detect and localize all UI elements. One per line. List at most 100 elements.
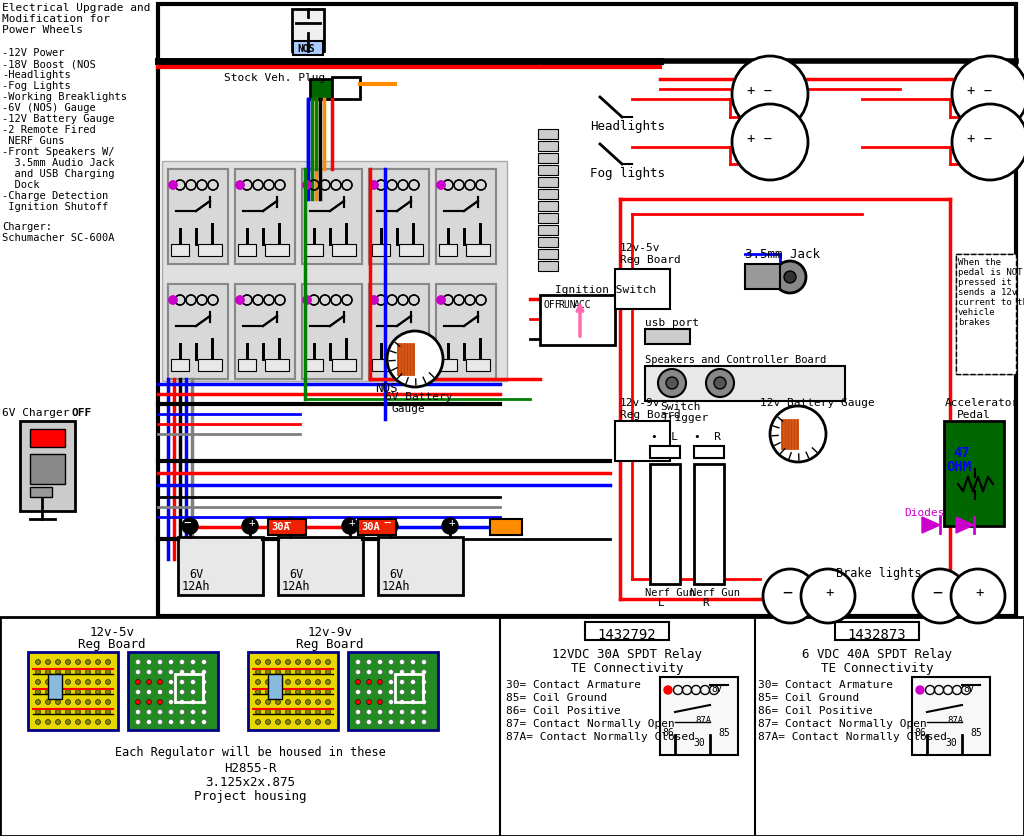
Bar <box>30 430 65 447</box>
Circle shape <box>76 700 81 705</box>
Circle shape <box>305 660 310 665</box>
Bar <box>302 285 362 380</box>
Circle shape <box>76 660 81 665</box>
Text: -2 Remote Fired: -2 Remote Fired <box>2 125 96 135</box>
Text: Each Regulator will be housed in these: Each Regulator will be housed in these <box>115 745 385 758</box>
Polygon shape <box>956 517 974 533</box>
Bar <box>265 359 289 371</box>
Bar <box>198 245 222 257</box>
Circle shape <box>275 680 281 685</box>
Circle shape <box>411 690 416 695</box>
Text: usb port: usb port <box>645 318 699 328</box>
Circle shape <box>286 670 291 675</box>
Bar <box>369 170 429 265</box>
Bar <box>234 285 295 380</box>
Circle shape <box>66 680 71 685</box>
Circle shape <box>135 670 140 675</box>
Circle shape <box>95 670 100 675</box>
Circle shape <box>169 181 177 190</box>
Bar <box>171 359 189 371</box>
Bar <box>372 245 390 257</box>
Circle shape <box>422 690 427 695</box>
Circle shape <box>378 690 383 695</box>
Bar <box>268 519 306 535</box>
Circle shape <box>714 378 726 390</box>
Bar <box>369 285 429 380</box>
Text: 3.5mm Jack: 3.5mm Jack <box>745 247 820 261</box>
Circle shape <box>437 181 445 190</box>
Circle shape <box>399 670 404 675</box>
Bar <box>956 255 1016 375</box>
Circle shape <box>256 700 260 705</box>
Circle shape <box>236 181 244 190</box>
Circle shape <box>36 710 41 715</box>
Circle shape <box>437 181 445 190</box>
Text: 47: 47 <box>953 446 970 460</box>
Text: brakes: brakes <box>958 318 990 327</box>
Circle shape <box>355 680 360 685</box>
Circle shape <box>305 700 310 705</box>
Bar <box>332 359 356 371</box>
Bar <box>198 359 222 371</box>
Text: +: + <box>348 517 355 528</box>
Text: OHM: OHM <box>946 460 971 473</box>
Bar <box>238 359 256 371</box>
Circle shape <box>265 690 270 695</box>
Circle shape <box>169 297 177 304</box>
Circle shape <box>378 700 383 705</box>
Text: 6V: 6V <box>389 568 403 580</box>
Circle shape <box>763 569 817 624</box>
Bar <box>234 170 295 265</box>
Circle shape <box>158 680 163 685</box>
Bar <box>538 190 558 200</box>
Bar <box>372 359 390 371</box>
Text: 30A: 30A <box>271 522 290 532</box>
Text: Nerf Gun: Nerf Gun <box>645 588 695 597</box>
Circle shape <box>66 690 71 695</box>
Circle shape <box>76 670 81 675</box>
Circle shape <box>388 700 393 705</box>
Circle shape <box>158 700 163 705</box>
Circle shape <box>85 700 90 705</box>
Circle shape <box>265 670 270 675</box>
Circle shape <box>286 710 291 715</box>
Bar <box>585 622 669 640</box>
Bar <box>238 245 256 257</box>
Circle shape <box>85 660 90 665</box>
Circle shape <box>135 710 140 715</box>
Circle shape <box>367 690 372 695</box>
Circle shape <box>36 670 41 675</box>
Bar <box>372 245 390 257</box>
Circle shape <box>378 670 383 675</box>
Circle shape <box>399 660 404 665</box>
Circle shape <box>190 700 196 705</box>
Bar <box>310 80 332 99</box>
Circle shape <box>770 406 826 462</box>
Text: +: + <box>825 585 835 599</box>
Bar <box>645 366 845 401</box>
Text: 87A: 87A <box>695 715 711 724</box>
Circle shape <box>55 720 60 725</box>
Bar <box>348 652 438 730</box>
Bar <box>956 255 1016 375</box>
Circle shape <box>355 690 360 695</box>
Text: Trigger: Trigger <box>662 412 710 422</box>
Text: 12v-9v: 12v-9v <box>307 625 352 638</box>
Circle shape <box>315 680 321 685</box>
Circle shape <box>952 57 1024 133</box>
Bar <box>332 78 360 99</box>
Bar <box>645 329 690 344</box>
Circle shape <box>36 680 41 685</box>
Text: When the: When the <box>958 257 1001 267</box>
Bar <box>538 142 558 152</box>
Circle shape <box>85 670 90 675</box>
Bar <box>395 674 423 702</box>
Bar <box>439 359 457 371</box>
Circle shape <box>296 690 300 695</box>
Bar <box>268 674 282 699</box>
Circle shape <box>801 569 855 624</box>
Bar <box>439 245 457 257</box>
Bar <box>278 538 362 595</box>
Text: -Working Breaklights: -Working Breaklights <box>2 92 127 102</box>
Circle shape <box>303 181 311 190</box>
